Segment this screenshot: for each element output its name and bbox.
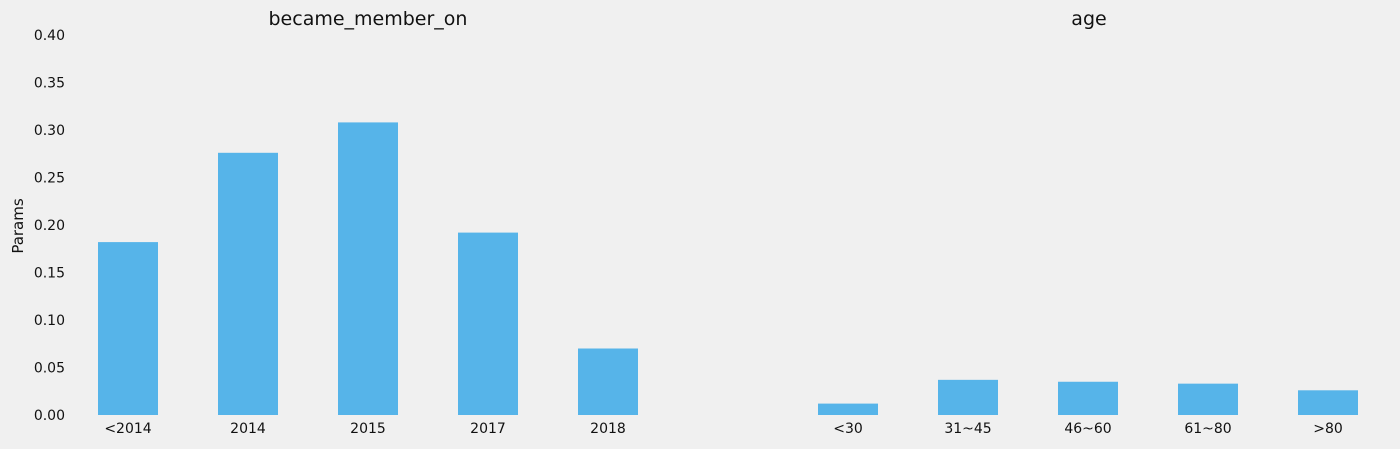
- x-tick-label: 31~45: [944, 421, 991, 437]
- x-tick-label: 61~80: [1184, 421, 1231, 437]
- y-axis-label: Params: [9, 198, 27, 254]
- x-tick-label: 46~60: [1064, 421, 1111, 437]
- y-tick-label: 0.25: [34, 171, 65, 187]
- bar: [818, 403, 878, 415]
- panel-title: age: [1071, 8, 1106, 30]
- panel-1: became_member_on <2014 2014 2015 2017 2018: [98, 8, 638, 437]
- y-tick-label: 0.20: [34, 218, 65, 234]
- bar: [458, 232, 518, 415]
- y-tick-label: 0.10: [34, 313, 65, 329]
- bar: [1178, 383, 1238, 415]
- panel-title: became_member_on: [269, 8, 468, 30]
- x-tick-label: 2018: [590, 421, 626, 437]
- bar: [98, 242, 158, 415]
- bar: [938, 379, 998, 415]
- y-tick-label: 0.30: [34, 123, 65, 139]
- y-tick-label: 0.05: [34, 361, 65, 377]
- bar: [578, 348, 638, 415]
- panel-2: age <30 31~45 46~60 61~80 >80: [818, 8, 1358, 437]
- x-tick-label: 2017: [470, 421, 506, 437]
- bar: [338, 122, 398, 416]
- x-tick-label: >80: [1313, 421, 1343, 437]
- bar: [1298, 390, 1358, 415]
- x-tick-label: 2015: [350, 421, 386, 437]
- chart-panels: became_member_on <2014 2014 2015 2017 2018 age…: [98, 8, 1358, 437]
- x-tick-label: <30: [833, 421, 863, 437]
- x-tick-label: 2014: [230, 421, 266, 437]
- y-tick-label: 0.35: [34, 76, 65, 92]
- bar: [1058, 381, 1118, 415]
- y-axis-ticks: 0.00 0.05 0.10 0.15 0.20 0.25 0.30 0.35 0.40: [34, 28, 65, 424]
- y-tick-label: 0.15: [34, 266, 65, 282]
- bar: [218, 152, 278, 416]
- y-tick-label: 0.40: [34, 28, 65, 44]
- x-tick-label: <2014: [104, 421, 151, 437]
- y-tick-label: 0.00: [34, 408, 65, 424]
